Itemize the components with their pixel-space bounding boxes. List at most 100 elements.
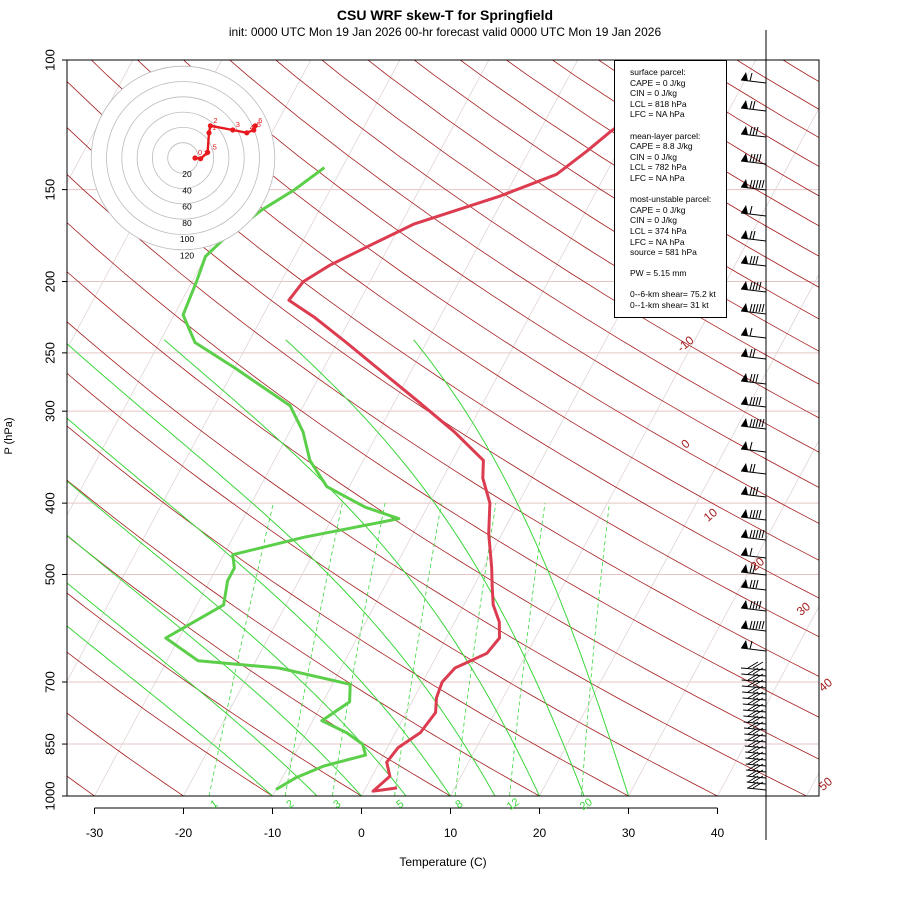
wind-barb-feather: [749, 153, 753, 163]
wind-barb-feather: [758, 509, 762, 519]
wind-barb-pennant: [741, 72, 748, 81]
isotherm-label: 30: [794, 599, 813, 619]
surface-parcel-header: surface parcel:: [630, 67, 686, 77]
wind-barb-feather: [749, 281, 753, 291]
y-tick-label: 250: [42, 342, 57, 364]
wind-barb: [740, 396, 767, 408]
y-tick-label: 700: [42, 671, 57, 693]
hodograph-ring: [106, 81, 260, 235]
wind-barb: [740, 205, 767, 217]
dry-adiabat: [67, 479, 541, 796]
wind-barb-feather: [752, 781, 764, 789]
hodograph-point: [252, 123, 258, 129]
mu-cape: CAPE = 0 J/kg: [630, 204, 686, 215]
wind-barb: [745, 745, 767, 755]
wind-barb: [740, 327, 767, 339]
wind-barb-feather: [752, 721, 764, 729]
wind-barb-feather: [747, 679, 759, 687]
wind-barb-pennant: [741, 348, 748, 357]
wind-barb: [740, 179, 767, 191]
wind-barb-feather: [749, 547, 753, 557]
wind-barb-feather: [747, 661, 759, 669]
hodograph-point-label: 0: [198, 148, 202, 157]
moist-adiabat: [67, 417, 451, 796]
isotherm-line: [887, 26, 900, 811]
dry-adiabat: [67, 712, 185, 796]
wind-barb-shaft: [743, 715, 767, 719]
wind-barb: [740, 486, 767, 498]
wind-barb-pennant: [741, 441, 748, 450]
wind-barb-feather: [752, 703, 764, 711]
hodograph-ring: [151, 127, 214, 190]
wind-barb: [742, 685, 767, 695]
wind-barb-feather: [749, 348, 753, 358]
wind-barb: [740, 600, 767, 612]
wind-barb-feather: [749, 126, 753, 136]
hodograph-ring: [90, 65, 276, 251]
hodograph-point: [251, 127, 257, 133]
wind-barb-feather: [755, 373, 759, 383]
wind-barb-feather: [752, 348, 756, 358]
y-axis-label: P (hPa): [3, 417, 15, 454]
wind-barb-feather: [747, 721, 759, 729]
precipitable-water: PW = 5.15 mm: [630, 268, 687, 279]
wind-barb-pennant: [741, 564, 748, 573]
wind-barb-feather: [749, 72, 753, 82]
parcel-stats-box: surface parcel: CAPE = 0 J/kg CIN = 0 J/…: [614, 60, 727, 318]
y-tick-label: 100: [42, 49, 57, 71]
hodograph-point: [230, 127, 236, 133]
wind-barb-feather: [755, 600, 759, 610]
wind-barb-pennant: [741, 153, 748, 162]
wind-barb-feather: [758, 179, 762, 189]
y-tick-label: 300: [42, 400, 57, 422]
skewt-traces: [164, 71, 693, 793]
wind-barb-feather: [752, 418, 756, 428]
isotherm-line: [806, 771, 819, 796]
wind-barb-feather: [752, 685, 764, 693]
ml-cape: CAPE = 8.8 J/kg: [630, 141, 693, 152]
wind-barb: [740, 100, 767, 112]
wind-barb-shaft: [744, 739, 767, 743]
isotherm-line: [67, 60, 134, 184]
wind-barb-feather: [755, 126, 759, 136]
wind-barb-pennant: [741, 529, 748, 538]
wind-barb-feather: [761, 529, 765, 539]
wind-barb: [744, 733, 767, 743]
hodograph-point: [198, 156, 204, 162]
wind-barb-feather: [752, 739, 764, 747]
wind-barb-feather: [752, 600, 756, 610]
dry-adiabat: [67, 271, 819, 760]
wind-barb-pennant: [741, 463, 748, 472]
wind-barb: [740, 348, 767, 360]
mixing-ratio-line: [331, 503, 386, 796]
hodograph-ring-label: 100: [180, 234, 194, 244]
wind-barb-feather: [752, 775, 764, 783]
wind-barb: [740, 579, 767, 591]
dry-adiabat: [321, 60, 819, 385]
wind-barb-feather: [758, 600, 762, 610]
wind-barb-feather: [749, 579, 753, 589]
wind-barb-feather: [747, 685, 759, 693]
wind-barb-shaft: [743, 727, 767, 731]
wind-barb-pennant: [741, 327, 748, 336]
x-tick-label: -10: [264, 826, 282, 840]
wind-barb-feather: [752, 691, 764, 699]
wind-barb: [743, 715, 767, 725]
wind-barb-feather: [752, 564, 756, 574]
wind-barb-feather: [749, 441, 753, 451]
wind-barb-shaft: [744, 733, 767, 737]
hodograph-point-label: 4: [250, 123, 254, 132]
wind-barb-pennant: [741, 579, 748, 588]
wind-barb-pennant: [741, 303, 748, 312]
wind-barb-feather: [747, 751, 759, 759]
dry-adiabat: [67, 81, 819, 599]
hodograph-point: [207, 123, 213, 129]
wind-barb-feather: [752, 763, 764, 771]
mu-lfc: LFC = NA hPa: [630, 236, 685, 247]
hodograph-point: [206, 130, 212, 136]
wind-barbs: [740, 30, 767, 840]
wind-barb-feather: [752, 715, 764, 723]
wind-barb: [740, 153, 767, 165]
wind-barb-feather: [752, 281, 756, 291]
wind-barb-feather: [749, 620, 753, 630]
